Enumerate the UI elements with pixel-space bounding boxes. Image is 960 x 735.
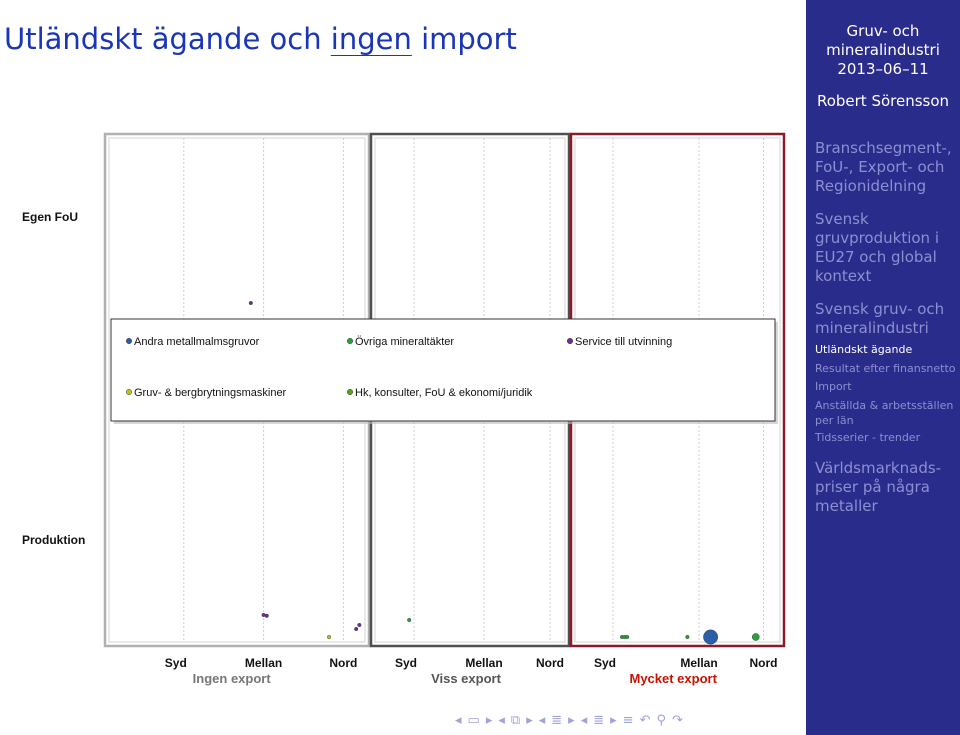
data-point [354, 627, 359, 632]
data-point [248, 301, 253, 306]
legend-marker [567, 338, 574, 345]
slide-icon[interactable]: ≣ [593, 712, 605, 728]
search-icon[interactable]: ⚲ [656, 712, 666, 728]
sidebar-section-line: metaller [815, 497, 878, 515]
data-point [703, 629, 719, 645]
panel-label: Mycket export [629, 671, 717, 686]
category-label: Syd [395, 656, 417, 670]
sidebar-subitem-resultat[interactable]: Resultat efter finansnetto [815, 361, 956, 376]
sidebar-section-varldsmarknadspriser[interactable]: Världsmarknads- priser på några metaller [815, 459, 941, 516]
category-label: Mellan [465, 656, 502, 670]
panel-label: Viss export [431, 671, 502, 686]
category-label: Nord [536, 656, 564, 670]
data-point [264, 613, 269, 618]
sidebar: Gruv- och mineralindustri 2013–06–11 Rob… [806, 0, 960, 735]
legend-entry: Andra metallmalmsgruvor [134, 336, 260, 348]
subsection-next-icon[interactable]: ▸ [526, 712, 533, 728]
data-point [685, 635, 690, 640]
data-point [357, 623, 362, 628]
legend-entry: Hk, konsulter, FoU & ekonomi/juridik [355, 387, 533, 399]
sidebar-subitem-tidsserier[interactable]: Tidsserier - trender [815, 430, 920, 445]
data-point [625, 635, 630, 640]
sidebar-section-line: mineralindustri [815, 319, 929, 337]
legend-marker [125, 338, 132, 345]
sidebar-subitem-label: per län [815, 414, 854, 427]
legend-entry: Service till utvinning [575, 336, 672, 348]
legend-entry: Gruv- & bergbrytningsmaskiner [134, 387, 287, 399]
sidebar-section-line: Svensk gruv- och [815, 300, 945, 318]
row-label-bottom: Produktion [22, 533, 85, 547]
category-label: Mellan [680, 656, 717, 670]
legend-marker [347, 338, 354, 345]
legend-box [110, 318, 776, 422]
page-title: Utländskt ägande och ingen import [4, 22, 517, 56]
sidebar-section-line: kontext [815, 267, 872, 285]
sidebar-subitem-label: Utländskt ägande [815, 343, 913, 356]
sidebar-section-branschsegment[interactable]: Branschsegment-, FoU-, Export- och Regio… [815, 139, 952, 196]
subsection-prev-icon[interactable]: ◂ [498, 712, 505, 728]
slide-prev-icon[interactable]: ◂ [580, 712, 588, 728]
slide-next-icon[interactable]: ▸ [610, 712, 617, 728]
beamer-navigation: ◂ ▭ ▸ ◂ ⧉ ▸ ◂ ≣ ▸ ◂ ≣ ▸ ≡ ↶ ⚲ ↷ [455, 710, 800, 730]
sidebar-section-line: Branschsegment-, [815, 139, 952, 157]
align-icon[interactable]: ≡ [622, 712, 634, 728]
redo-icon[interactable]: ↷ [672, 712, 683, 728]
row-label-top: Egen FoU [22, 210, 78, 224]
title-underlined: ingen [330, 22, 412, 56]
sidebar-section-line: priser på några [815, 478, 930, 496]
sidebar-section-gruvproduktion[interactable]: Svensk gruvproduktion i EU27 och global … [815, 210, 939, 286]
legend-marker [125, 389, 132, 396]
sidebar-subitem-utlandskt-agande[interactable]: Utländskt ägande [815, 342, 912, 357]
sidebar-header-date: 2013–06–11 [837, 60, 929, 78]
sidebar-section-line: Regionidelning [815, 177, 927, 195]
title-part1: Utländskt ägande och [4, 22, 331, 56]
category-label: Mellan [245, 656, 282, 670]
sidebar-subitem-anstallda[interactable]: Anställda & arbetsställen per län [815, 398, 953, 428]
data-point [751, 633, 760, 641]
sidebar-section-line: EU27 och global [815, 248, 937, 266]
legend-entry: Övriga mineraltäkter [355, 336, 454, 348]
data-point [327, 635, 332, 640]
sidebar-section-mineralindustri[interactable]: Svensk gruv- och mineralindustri [815, 300, 944, 338]
legend-marker [347, 389, 354, 396]
sidebar-header-line2[interactable]: mineralindustri [826, 41, 940, 59]
sidebar-subitem-label: Tidsserier - trender [815, 431, 921, 444]
subsection-icon[interactable]: ⧉ [510, 712, 521, 728]
sidebar-section-line: Världsmarknads- [815, 459, 942, 477]
section-next-icon[interactable]: ▸ [568, 712, 575, 728]
sidebar-subitem-label: Anställda & arbetsställen [815, 399, 954, 412]
sidebar-subitem-label: Import [815, 380, 852, 393]
category-label: Syd [594, 656, 616, 670]
section-icon[interactable]: ≣ [551, 712, 563, 728]
category-label: Nord [329, 656, 357, 670]
undo-icon[interactable]: ↶ [639, 712, 651, 728]
section-prev-icon[interactable]: ◂ [538, 712, 546, 728]
scatter-chart: Syd Mellan Nord Ingen export Syd Mellan Nord Vi… [22, 132, 786, 686]
panel-label: Ingen export [193, 671, 272, 686]
sidebar-author[interactable]: Robert Sörensson [816, 92, 950, 110]
frame-prev-icon[interactable]: ◂ [455, 712, 462, 728]
frame-next-icon[interactable]: ▸ [485, 712, 493, 728]
sidebar-section-line: FoU-, Export- och [815, 158, 945, 176]
sidebar-header-line1[interactable]: Gruv- och [846, 22, 920, 40]
sidebar-section-line: Svensk [815, 210, 869, 228]
sidebar-section-line: gruvproduktion i [815, 229, 939, 247]
title-part2: import [411, 22, 517, 56]
frame-icon[interactable]: ▭ [467, 712, 480, 728]
data-point [407, 618, 412, 623]
sidebar-subitem-label: Resultat efter finansnetto [815, 362, 956, 375]
sidebar-subitem-import[interactable]: Import [815, 379, 852, 394]
category-label: Nord [750, 656, 778, 670]
category-label: Syd [165, 656, 187, 670]
